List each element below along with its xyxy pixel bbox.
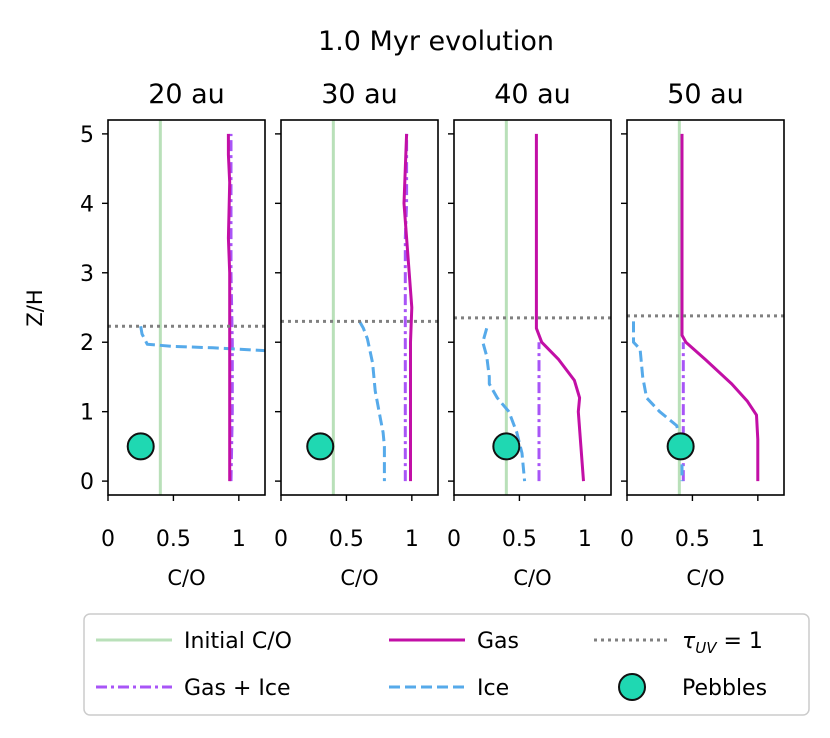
x-tick-label: 0.5	[675, 527, 710, 552]
panel-2: 30 au 0 0.5 1 C/O	[274, 79, 439, 590]
x-axis-label: C/O	[167, 566, 205, 590]
x-tick-label: 0.5	[329, 527, 364, 552]
x-tick-label: 0	[274, 527, 288, 552]
panel-title: 30 au	[321, 79, 398, 110]
legend-label: Ice	[477, 676, 509, 701]
x-tick-label: 1	[578, 527, 592, 552]
legend-item-initial: Initial C/O	[96, 629, 292, 654]
panel-frame	[280, 119, 439, 496]
panel-title: 50 au	[667, 79, 744, 110]
ice-line	[358, 320, 386, 482]
ice-line	[139, 326, 265, 353]
pebbles-marker	[126, 432, 155, 461]
gas-ice-line	[229, 133, 234, 482]
legend-item-gas_ice: Gas + Ice	[96, 676, 291, 701]
x-tick-label: 0.5	[502, 527, 537, 552]
gas-line	[680, 133, 760, 482]
gas-line	[402, 133, 414, 482]
y-axis-label: Z/H	[23, 289, 47, 326]
x-axis-label: C/O	[513, 566, 551, 590]
panel-frame	[107, 119, 266, 496]
panel-frame	[626, 119, 785, 496]
ice-line	[481, 327, 527, 482]
legend-item-pebbles: Pebbles	[618, 673, 767, 701]
x-tick-label: 0.5	[156, 527, 191, 552]
panel-3: 40 au 0 0.5 1 C/O	[447, 79, 612, 590]
plot-area	[331, 120, 414, 495]
pebbles-marker	[306, 432, 335, 461]
y-tick-label: 0	[80, 470, 94, 495]
plot-area	[632, 120, 760, 495]
legend-label: Initial C/O	[184, 629, 292, 654]
x-tick-label: 1	[232, 527, 246, 552]
gas-line	[226, 133, 232, 482]
panel-title: 40 au	[494, 79, 571, 110]
legend-pebbles-icon	[618, 673, 646, 701]
x-tick-label: 1	[405, 527, 419, 552]
x-tick-label: 0	[447, 527, 461, 552]
x-tick-label: 0	[101, 527, 115, 552]
legend: Initial C/O Gas τUV = 1 Gas + Ice Ice Pebbles	[83, 613, 810, 716]
legend-label: Gas	[477, 629, 519, 654]
legend-label: Gas + Ice	[184, 676, 291, 701]
pebbles-marker	[492, 432, 521, 461]
x-axis-label: C/O	[340, 566, 378, 590]
y-tick-label: 3	[80, 262, 94, 287]
panel-1: 20 au 0 0.5 1 C/O 0 1 2 3 4 5	[80, 79, 266, 590]
legend-item-tau: τUV = 1	[594, 629, 763, 657]
legend-label: τUV = 1	[682, 629, 763, 657]
pebbles-marker	[666, 432, 695, 461]
y-tick-label: 4	[80, 192, 94, 217]
y-tick-label: 2	[80, 331, 94, 356]
x-tick-label: 0	[620, 527, 634, 552]
panels: 20 au 0 0.5 1 C/O 0 1 2 3 4 5 30 au 0 0.5 1 C/O 40 au 0 0.…	[80, 79, 785, 590]
legend-item-gas: Gas	[389, 629, 519, 654]
legend-item-ice: Ice	[389, 676, 509, 701]
x-axis-label: C/O	[686, 566, 724, 590]
panel-frame	[453, 119, 612, 496]
panel-title: 20 au	[148, 79, 225, 110]
panel-4: 50 au 0 0.5 1 C/O	[620, 79, 785, 590]
y-tick-label: 5	[80, 123, 94, 148]
legend-label: Pebbles	[682, 676, 767, 701]
plot-area	[139, 120, 265, 495]
x-tick-label: 1	[751, 527, 765, 552]
y-tick-label: 1	[80, 401, 94, 426]
chart-title: 1.0 Myr evolution	[318, 26, 554, 57]
gas-line	[534, 133, 585, 482]
gas-ice-line	[403, 133, 409, 482]
